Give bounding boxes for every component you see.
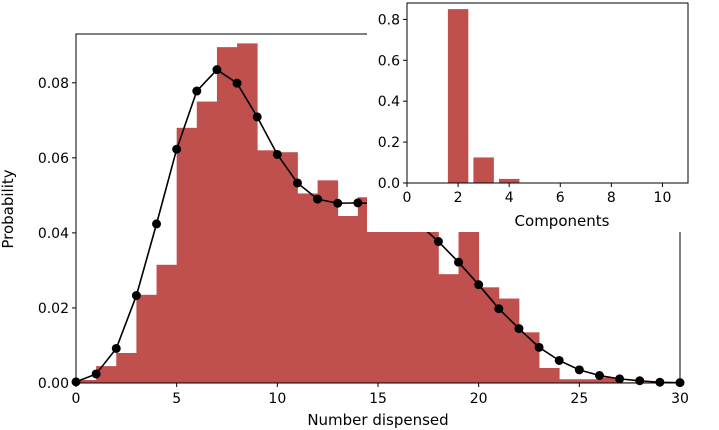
density-point [272,149,282,159]
x-tick-label: 5 [172,391,181,407]
inset-chart: 0 2 4 6 8 10 0.0 0.2 0.4 0.6 0.8 Components [367,0,698,232]
main-y-axis-ticks: 0.00 0.02 0.04 0.06 0.08 [38,76,76,392]
histogram-bar [418,225,439,383]
inset-x-axis-ticks: 0 2 4 6 8 10 [403,183,672,206]
inset-bars [447,9,520,183]
inset-background [367,0,698,232]
inset-x-tick-label: 0 [403,190,412,206]
histogram-bar [277,152,298,383]
y-tick-label: 0.02 [38,301,69,317]
histogram-bar [136,294,157,383]
density-point [172,144,182,154]
histogram-bar [156,264,178,383]
density-point [534,342,544,352]
x-tick-label: 0 [72,391,81,407]
density-point [292,178,302,188]
x-tick-label: 20 [470,391,488,407]
density-point [474,280,484,290]
density-point [252,112,262,122]
density-point [232,78,242,88]
density-point [111,343,121,353]
histogram-bar [458,225,480,383]
histogram-bar [237,43,258,384]
inset-x-tick-label: 6 [556,190,565,206]
x-tick-label: 25 [570,391,588,407]
inset-x-tick-label: 8 [607,190,616,206]
density-point [152,219,162,229]
histogram-bar [317,180,339,383]
inset-y-tick-label: 0.4 [378,94,400,110]
density-point [131,291,141,301]
histogram-bar [196,101,218,383]
component-bar [473,157,494,183]
x-tick-label: 15 [369,391,387,407]
x-tick-label: 10 [268,391,286,407]
x-tick-label: 30 [671,391,689,407]
main-x-axis-label: Number dispensed [307,411,448,429]
histogram-bar [378,204,399,383]
inset-y-tick-label: 0.0 [378,176,400,192]
histogram-bar [176,127,198,384]
inset-x-tick-label: 10 [654,190,672,206]
histogram-bar [518,332,540,383]
y-tick-label: 0.00 [38,376,69,392]
density-point [353,198,363,208]
inset-y-tick-label: 0.8 [378,12,400,28]
inset-x-tick-label: 2 [454,190,463,206]
density-point [433,237,443,247]
inset-y-tick-label: 0.2 [378,135,400,151]
histogram-bar [337,216,359,383]
inset-x-tick-label: 4 [505,190,514,206]
main-x-axis-ticks: 0 5 10 15 20 25 30 [72,383,689,407]
histogram-bar [297,193,318,383]
density-point [655,377,665,387]
histogram-bar [498,298,520,383]
y-tick-label: 0.04 [38,226,69,242]
histogram-bar [257,150,278,383]
component-bar [447,9,469,183]
density-point [91,369,101,379]
main-bars [76,43,681,384]
inset-plot-frame [406,2,689,184]
y-tick-label: 0.08 [38,76,69,92]
density-point [192,86,202,96]
inset-x-axis-label: Components [515,212,610,230]
density-point [514,324,524,334]
main-chart: 0 5 10 15 20 25 30 0.000.020.040.060.08 Number… [0,33,689,429]
density-point [212,65,222,75]
histogram-bar [539,367,560,383]
y-tick-label: 0.06 [38,151,69,167]
histogram-bar [216,47,238,384]
density-point [594,370,604,380]
density-point [635,376,645,386]
density-point [615,374,625,384]
histogram-bar [398,225,419,383]
density-point [333,198,343,208]
histogram-bar [96,366,117,383]
density-point [494,304,504,314]
density-point [574,365,584,375]
histogram-bar [478,287,500,383]
histogram-bar [76,379,97,383]
density-point [313,194,323,204]
density-point [554,355,564,365]
histogram-bar [116,352,137,383]
histogram-bar [559,379,580,383]
component-bar [498,178,520,183]
histogram-bar [579,379,600,383]
density-point [454,257,464,267]
main-y-axis-label: Probability [0,169,17,248]
histogram-bar [599,377,620,383]
inset-y-axis-ticks: 0.0 0.2 0.4 0.6 0.8 [378,12,407,192]
inset-y-tick-label: 0.6 [378,53,400,69]
histogram-bar [438,274,459,383]
histogram-bar [357,197,379,383]
